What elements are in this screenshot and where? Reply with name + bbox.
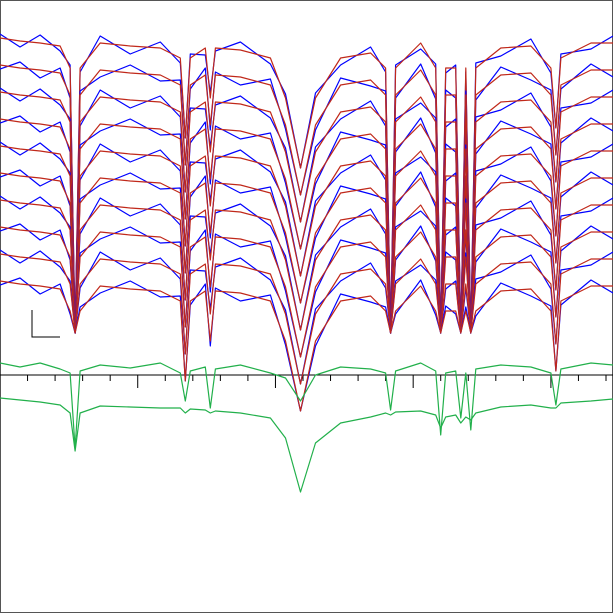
- spectrum-line: [0, 91, 613, 334]
- spectrum-line: [0, 397, 613, 493]
- spectrum-line: [0, 253, 613, 385]
- spectrum-line: [0, 145, 613, 334]
- scale-bar: [31, 310, 60, 338]
- spectrum-line: [0, 226, 613, 358]
- spectrum-line: [0, 199, 613, 334]
- spectrum-line: [0, 362, 613, 449]
- spectrum-line: [0, 64, 613, 334]
- spectrum-line: [0, 37, 613, 334]
- spectrum-line: [0, 172, 613, 334]
- spectrum-line: [0, 118, 613, 334]
- spectrum-line: [0, 280, 613, 412]
